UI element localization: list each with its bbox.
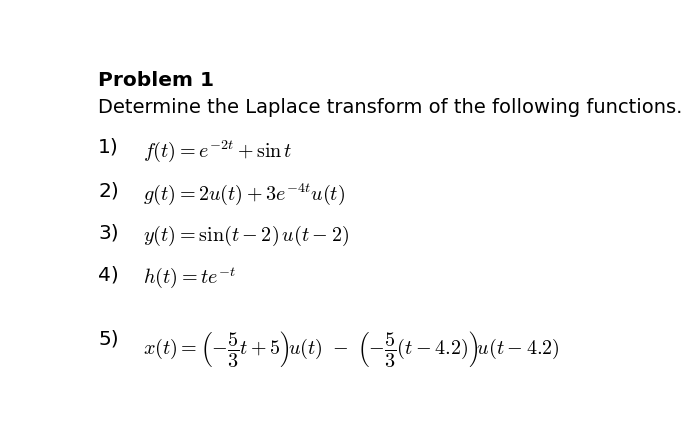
- Text: $h(t) = te^{-t}$: $h(t) = te^{-t}$: [143, 266, 235, 290]
- Text: $f(t) = e^{-2t} +\sin t$: $f(t) = e^{-2t} +\sin t$: [143, 138, 292, 164]
- Text: 4): 4): [98, 266, 119, 285]
- Text: 3): 3): [98, 224, 119, 242]
- Text: $g(t) = 2u(t) + 3e^{-4t}u(t)$: $g(t) = 2u(t) + 3e^{-4t}u(t)$: [143, 181, 345, 207]
- Text: 2): 2): [98, 181, 119, 201]
- Text: Problem 1: Problem 1: [98, 71, 215, 90]
- Text: 1): 1): [98, 138, 119, 157]
- Text: 5): 5): [98, 329, 119, 348]
- Text: $x(t) = \left(-\dfrac{5}{3}t + 5\right)\!u(t) \ - \ \left(-\dfrac{5}{3}(t-4.2)\r: $x(t) = \left(-\dfrac{5}{3}t + 5\right)\…: [143, 329, 560, 369]
- Text: Determine the Laplace transform of the following functions.: Determine the Laplace transform of the f…: [98, 98, 683, 117]
- Text: $y(t) = \sin(t-2)\,u(t-2)$: $y(t) = \sin(t-2)\,u(t-2)$: [143, 224, 349, 248]
